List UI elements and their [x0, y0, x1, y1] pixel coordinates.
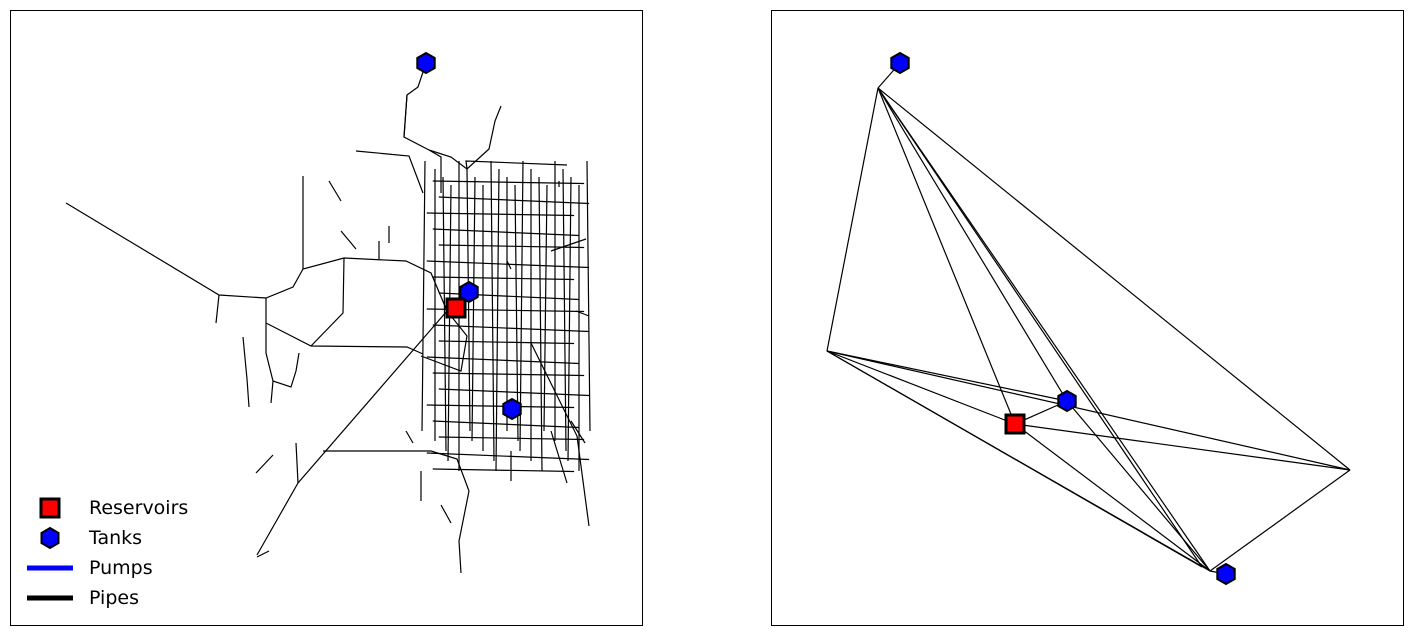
pipe-segment	[538, 176, 543, 472]
skeleton-link	[826, 87, 879, 352]
pipe-segment	[519, 160, 524, 452]
pipe-segment	[426, 404, 575, 409]
skeleton-link	[877, 87, 1351, 471]
legend: Reservoirs Tanks Pumps	[25, 493, 188, 613]
pipe-segment	[426, 356, 580, 365]
pipe-segment	[256, 310, 448, 556]
pipe-segment	[550, 430, 568, 484]
pipe-segment	[265, 322, 424, 355]
network-map-panel: Reservoirs Tanks Pumps	[10, 10, 643, 626]
pipe-segment	[570, 420, 586, 444]
pipe-segment	[265, 298, 300, 388]
pipe-segment	[405, 430, 414, 444]
pipe-segment	[432, 228, 580, 237]
pipe-segment	[328, 180, 342, 202]
skeleton-link	[1014, 423, 1351, 471]
pipe-segment	[438, 388, 590, 397]
legend-label: Tanks	[89, 527, 143, 549]
pipe-segment	[426, 452, 590, 461]
pipe-segment	[514, 184, 519, 442]
pipe-segment	[447, 184, 452, 462]
skeleton-link	[877, 87, 1211, 572]
skeleton-link	[877, 87, 1203, 568]
pipe-segment	[295, 442, 299, 484]
network-map	[65, 51, 591, 574]
pipe-segment	[215, 294, 220, 324]
skeleton-link	[826, 350, 1351, 471]
pipe-segment	[270, 380, 274, 404]
pipe-segment	[340, 230, 357, 250]
pipe-segment	[310, 257, 345, 347]
pump-line-icon	[27, 565, 73, 571]
pipe-segment	[432, 372, 585, 377]
reservoir-icon	[445, 297, 467, 319]
pipe-segment	[562, 168, 567, 452]
pipe-segment	[432, 324, 590, 333]
pipe-segment	[575, 310, 590, 317]
pipe-segment	[432, 420, 580, 429]
reservoir-icon	[39, 497, 61, 519]
pipe-segment	[255, 454, 274, 474]
skeleton-link	[1066, 400, 1211, 572]
pipe-segment	[432, 180, 585, 185]
legend-label: Reservoirs	[89, 497, 189, 519]
tank-icon	[1057, 389, 1077, 413]
pipe-segment	[428, 105, 502, 170]
pipe-segment	[256, 550, 270, 558]
skeleton-link	[877, 87, 1068, 402]
tank-icon	[502, 397, 522, 421]
skeleton-markers	[890, 51, 1236, 586]
pipe-segment	[550, 238, 587, 252]
legend-item-pumps: Pumps	[25, 553, 188, 583]
pipe-segment	[65, 202, 448, 312]
pipe-segment	[432, 276, 575, 281]
legend-label: Pipes	[89, 587, 139, 609]
pipe-segment	[355, 150, 424, 194]
legend-item-reservoirs: Reservoirs	[25, 493, 188, 523]
pipe-segment	[420, 310, 468, 372]
skeleton-link	[826, 350, 1016, 425]
pipe-segment	[440, 504, 452, 524]
skeleton-network	[826, 51, 1351, 586]
pipe-segment	[242, 336, 250, 408]
tank-icon	[1216, 562, 1236, 586]
pipe-segment	[438, 340, 575, 345]
skeleton-link	[877, 87, 1016, 425]
pipe-segment	[323, 450, 470, 492]
pipe-segment	[490, 160, 495, 462]
tank-icon	[416, 51, 436, 75]
pipe-line-icon	[27, 595, 73, 601]
pipe-segment	[471, 176, 476, 442]
skeleton-link	[826, 350, 1068, 402]
tank-icon	[459, 280, 479, 304]
pipe-segment	[506, 260, 512, 270]
pipe-segment	[586, 160, 591, 432]
skeleton-link	[1209, 469, 1351, 572]
tank-icon	[890, 51, 910, 75]
pipe-segment	[432, 468, 575, 473]
pipe-segment	[438, 436, 585, 441]
pipe-segment	[567, 176, 572, 462]
pipe-segment	[465, 160, 568, 170]
legend-label: Pumps	[89, 557, 153, 579]
skeleton-link	[1014, 423, 1211, 572]
pipe-segment	[530, 342, 590, 527]
legend-item-pipes: Pipes	[25, 583, 188, 613]
network-markers	[416, 51, 522, 421]
legend-item-tanks: Tanks	[25, 523, 188, 553]
skeleton-network-panel	[771, 10, 1404, 626]
pipe-segment	[438, 196, 590, 205]
pipe-segment	[421, 160, 426, 432]
pipe-segment	[458, 490, 470, 574]
pipe-segment	[438, 244, 585, 249]
pipe-segment	[543, 184, 548, 432]
reservoir-icon	[1004, 413, 1026, 435]
tank-icon	[40, 526, 60, 550]
skeleton-links	[826, 62, 1351, 575]
pipe-segment	[403, 94, 408, 138]
pipe-segment	[495, 168, 500, 472]
skeleton-link	[826, 350, 1203, 568]
pipe-segment	[426, 260, 590, 269]
pipe-segment	[426, 212, 575, 217]
